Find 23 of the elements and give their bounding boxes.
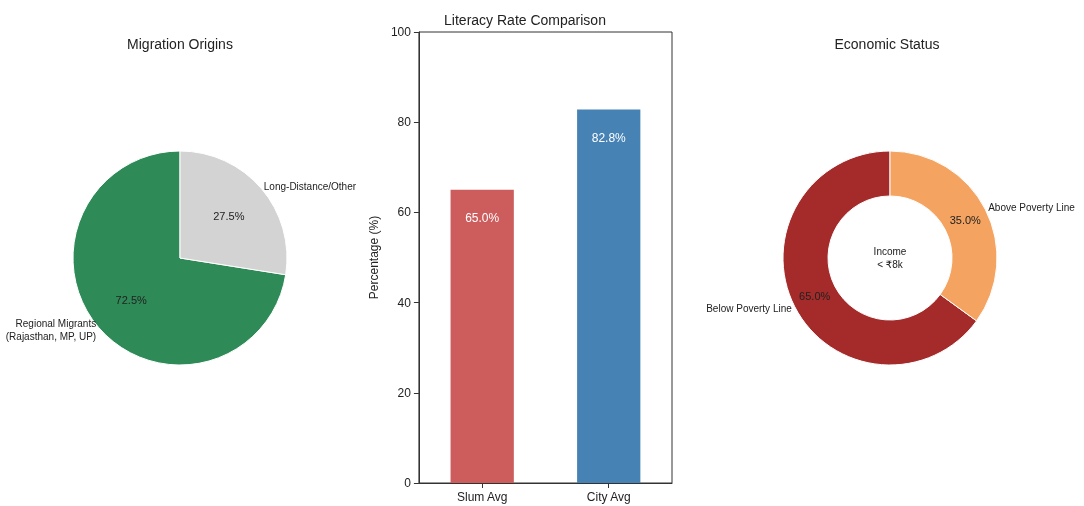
slice-label: Above Poverty Line [988,202,1076,214]
slice-label: Regional Migrants (Rajasthan, MP, UP) [5,317,97,342]
y-tick-label: 0 [404,476,412,490]
chart-title: Economic Status [834,36,940,52]
x-tick-label: Slum Avg [456,490,508,504]
y-tick-label: 60 [397,205,412,220]
data-label: 27.5% [213,210,245,223]
y-tick-label: 80 [397,115,412,130]
slice-label: Below Poverty Line [706,302,793,314]
x-tick-label: City Avg [586,490,631,504]
y-tick-label: 20 [397,385,412,400]
y-axis-title: Percentage (%) [367,215,381,300]
data-label: 72.5% [115,293,147,306]
y-tick-label: 40 [397,295,412,310]
chart-title: Migration Origins [127,36,233,52]
chart-title: Literacy Rate Comparison [444,12,606,28]
data-label: 35.0% [949,213,982,226]
slice-label: Long-Distance/Other [263,180,357,192]
y-tick-label: 100 [390,25,412,39]
text: Income < ₹8k [873,246,907,270]
data-label: 65.0% [465,210,500,225]
data-label: 82.8% [591,130,627,145]
data-label: 65.0% [799,290,831,303]
